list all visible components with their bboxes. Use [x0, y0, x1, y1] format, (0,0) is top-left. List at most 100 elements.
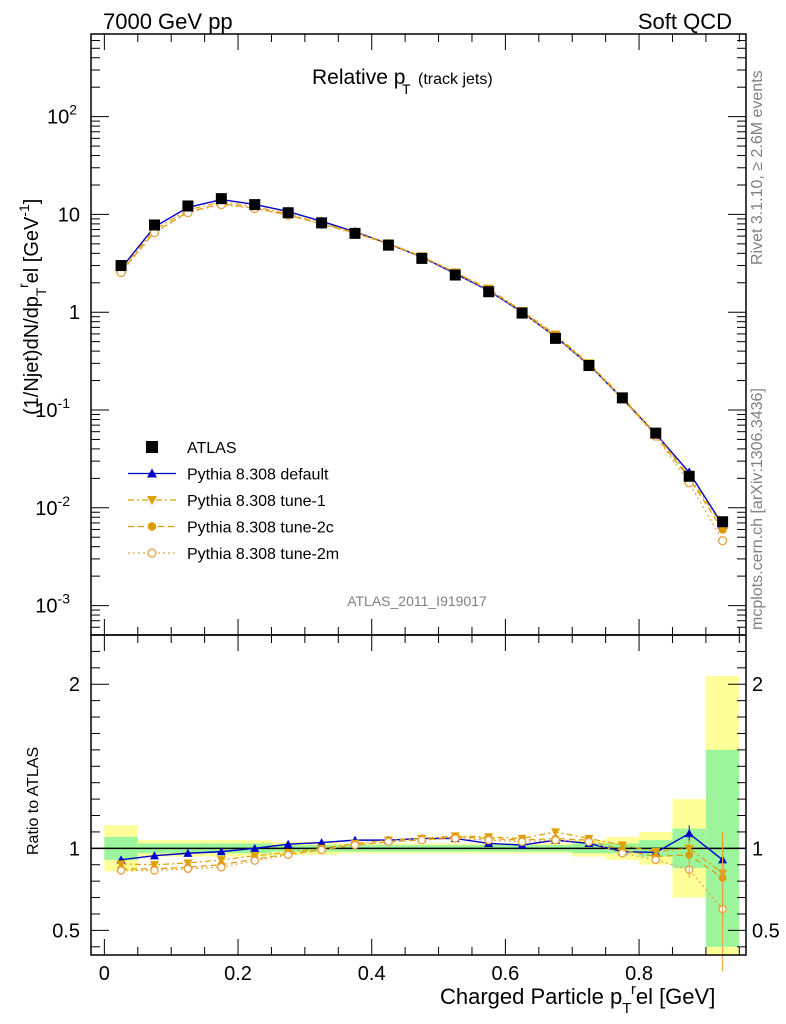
x-axis: 0 0.2 0.4 0.6 0.8	[99, 34, 740, 985]
series-point	[517, 837, 527, 847]
series-4-ratio	[116, 834, 727, 972]
legend-marker	[147, 548, 157, 558]
y-tick-label: 102	[47, 102, 77, 129]
series-3-main	[116, 199, 727, 534]
series-point	[551, 835, 560, 845]
y-tick-label-right: 2	[752, 674, 763, 696]
series-point	[417, 835, 427, 845]
series-point	[451, 834, 460, 843]
y-tick-label-right: 1	[752, 838, 763, 860]
series-point	[350, 840, 360, 850]
series-point	[116, 866, 126, 875]
ratio-y-axis: 0.5 0.5 1 1 2 2	[52, 650, 780, 948]
series-point	[317, 838, 327, 847]
title-main: Relative p	[312, 66, 405, 89]
y-tick-label: 1	[69, 838, 80, 860]
data-point	[483, 286, 495, 298]
series-point	[651, 855, 661, 865]
data-points	[115, 193, 729, 528]
legend-label: Pythia 8.308 tune-2c	[187, 520, 334, 537]
data-point	[382, 239, 394, 251]
title-sub: T	[402, 81, 411, 97]
series-point	[250, 843, 260, 852]
legend-entry: Pythia 8.308 tune-2m	[128, 546, 339, 563]
ratio-y-axis-label: Ratio to ATLAS	[25, 747, 42, 855]
data-point	[182, 200, 194, 212]
chart-title: Relative p T (track jets)	[312, 66, 493, 97]
legend-entry: Pythia 8.308 tune-2c	[128, 520, 334, 537]
main-y-axis-label: (1/Njet)dN/dpTrel [GeV-1]	[15, 199, 49, 415]
x-axis-label: Charged Particle pTrel [GeV]	[440, 981, 715, 1017]
series-point	[116, 860, 126, 869]
legend-marker	[147, 468, 157, 478]
rivet-info: Rivet 3.1.10, ≥ 2.6M events	[749, 70, 766, 265]
data-point	[282, 207, 294, 219]
series-point	[283, 850, 293, 860]
y-tick-label: 2	[69, 674, 80, 696]
ratio-panel: 0 0.2 0.4 0.6 0.8 0.5 0.5 1 1 2 2	[52, 34, 780, 985]
main-panel: 10-3 10-2 10-1 1 10 102	[35, 33, 747, 636]
series-point	[384, 837, 393, 847]
series-point	[317, 845, 326, 855]
legend: ATLAS Pythia 8.308 default Pythia 8.308 tu…	[128, 440, 339, 563]
data-point	[249, 199, 261, 211]
series-point	[484, 835, 493, 845]
data-point	[316, 217, 328, 229]
ratio-frame	[90, 634, 747, 956]
legend-label: Pythia 8.308 default	[187, 467, 329, 484]
y-tick-label: 10	[58, 204, 80, 226]
main-y-axis: 10-3 10-2 10-1 1 10 102	[35, 33, 746, 636]
y-tick-label: 10-2	[35, 493, 70, 520]
legend-marker	[147, 522, 157, 531]
series-point	[551, 828, 561, 837]
series-point	[217, 862, 226, 872]
series-point	[618, 849, 627, 858]
series-point	[216, 847, 226, 856]
series-point	[150, 866, 159, 875]
data-point	[616, 392, 628, 404]
legend-entry: ATLAS	[146, 440, 237, 457]
series-point	[250, 856, 259, 865]
data-point	[349, 227, 361, 239]
process-label: Soft QCD	[638, 9, 732, 34]
data-point	[683, 470, 695, 482]
legend-label: Pythia 8.308 tune-1	[187, 493, 326, 510]
y-tick-label: 0.5	[52, 920, 80, 942]
data-point	[215, 193, 227, 205]
y-tick-label: 10-1	[35, 395, 70, 422]
data-point	[516, 307, 528, 319]
x-tick-label: 0.6	[491, 963, 519, 985]
mcplots-info: mcplots.cern.ch [arXiv:1306.3436]	[749, 388, 766, 630]
legend-marker	[147, 496, 157, 505]
energy-label: 7000 GeV pp	[103, 9, 233, 34]
main-frame	[90, 33, 747, 636]
y-tick-label: 10-3	[35, 591, 70, 618]
legend-marker	[146, 441, 158, 453]
y-tick-label: 1	[69, 302, 80, 324]
svg-text:Charged Particle pTrel [GeV]: Charged Particle pTrel [GeV]	[440, 981, 715, 1017]
series-point	[283, 839, 293, 848]
series-point	[651, 848, 661, 857]
svg-text:(1/Njet)dN/dpTrel [GeV-1]: (1/Njet)dN/dpTrel [GeV-1]	[15, 199, 49, 415]
series-point	[718, 525, 727, 534]
series-point	[149, 851, 159, 860]
series-point	[183, 848, 193, 857]
data-point	[550, 332, 562, 344]
title-note: (track jets)	[418, 71, 493, 88]
legend-label: ATLAS	[187, 440, 237, 457]
legend-entry: Pythia 8.308 default	[128, 467, 329, 484]
data-point	[115, 260, 127, 272]
x-tick-label: 0.4	[358, 963, 386, 985]
data-point	[583, 360, 595, 372]
series-point	[584, 837, 594, 847]
data-point	[717, 516, 729, 528]
series-point	[216, 856, 226, 865]
data-point	[148, 219, 160, 231]
y-tick-label-right: 0.5	[752, 920, 780, 942]
legend-label: Pythia 8.308 tune-2m	[187, 546, 339, 563]
x-tick-label: 0.2	[224, 963, 252, 985]
legend-entry: Pythia 8.308 tune-1	[128, 493, 326, 510]
series-point	[617, 841, 627, 850]
series-point	[183, 864, 193, 874]
